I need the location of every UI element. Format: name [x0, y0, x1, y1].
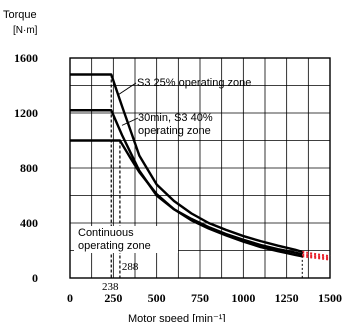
curves	[70, 73, 331, 261]
curve	[70, 73, 303, 254]
x-tick-label: 1250	[275, 291, 299, 305]
y-tick-label: 800	[20, 161, 38, 175]
curve	[70, 109, 303, 256]
y-tick-label: 0	[32, 271, 38, 285]
x-tick-label: 0	[67, 291, 73, 305]
zone-label-bg	[74, 226, 178, 253]
x-tick-label: 1000	[231, 291, 255, 305]
curve	[70, 139, 303, 258]
zone-label-s3-25: S3 25% operating zone	[137, 77, 251, 89]
y-tick-label: 1200	[14, 106, 38, 120]
plot-frame	[69, 57, 331, 279]
x-axis-label: Motor speed [min⁻¹]	[128, 313, 226, 322]
zone-leader-line	[121, 117, 139, 126]
curve-extension	[302, 250, 331, 258]
speed-label-238: 238	[102, 281, 119, 293]
zone-label-s3-40: 30min, S3 40% operating zone	[138, 112, 213, 137]
x-tick-label: 250	[104, 291, 122, 305]
curve-extension	[302, 255, 331, 261]
y-unit-label-line1: Torque	[3, 9, 37, 21]
zone-leader-line	[117, 82, 137, 96]
y-tick-label: 1600	[14, 51, 38, 65]
axes	[69, 57, 331, 279]
y-unit-label-line2: [N·m]	[13, 25, 38, 36]
x-tick-label: 750	[191, 291, 209, 305]
y-tick-label: 400	[20, 216, 38, 230]
x-tick-label: 1500	[318, 291, 342, 305]
speed-label-288: 288	[122, 261, 139, 273]
tick-labels: 0 250 500 750 1000 1250 1500 0 400 800 1200 1600	[14, 51, 342, 305]
x-tick-label: 500	[148, 291, 166, 305]
zone-label-continuous: Continuous operating zone	[78, 227, 151, 252]
curve-extension	[302, 253, 331, 260]
